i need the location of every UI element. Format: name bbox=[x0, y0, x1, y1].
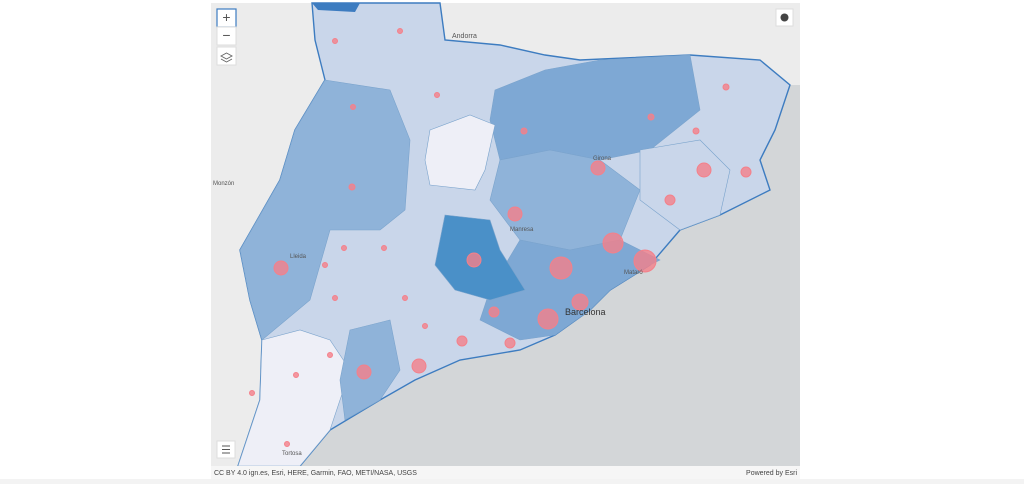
zoom-controls: + − bbox=[216, 8, 237, 66]
border-top bbox=[312, 3, 360, 12]
legend-icon bbox=[222, 445, 230, 454]
marker bbox=[520, 127, 528, 135]
place-label: Girona bbox=[593, 156, 612, 162]
place-label: Lleida bbox=[290, 254, 307, 260]
zoom-out-button[interactable] bbox=[216, 26, 237, 46]
marker bbox=[692, 127, 700, 135]
marker bbox=[273, 260, 289, 276]
attribution-bar bbox=[211, 466, 800, 479]
marker bbox=[590, 160, 606, 176]
attribution: CC BY 4.0 ign.es, Esri, HERE, Garmin, FA… bbox=[214, 470, 417, 477]
marker bbox=[537, 308, 559, 330]
marker bbox=[740, 166, 752, 178]
marker bbox=[488, 306, 500, 318]
marker bbox=[434, 92, 440, 98]
marker bbox=[332, 295, 338, 301]
marker bbox=[332, 38, 338, 44]
layers-icon bbox=[220, 52, 233, 63]
marker bbox=[284, 441, 290, 447]
marker bbox=[356, 364, 372, 380]
region-light bbox=[424, 114, 496, 191]
place-label: Andorra bbox=[452, 33, 477, 40]
layers-button[interactable] bbox=[216, 46, 237, 66]
marker bbox=[411, 358, 427, 374]
marker bbox=[397, 28, 403, 34]
place-label: Barcelona bbox=[565, 307, 606, 317]
marker bbox=[696, 162, 712, 178]
zoom-out-icon[interactable]: − bbox=[222, 27, 230, 43]
marker bbox=[341, 245, 347, 251]
marker bbox=[504, 337, 516, 349]
markers bbox=[249, 28, 752, 447]
marker bbox=[722, 83, 730, 91]
marker bbox=[293, 372, 299, 378]
marker bbox=[647, 113, 655, 121]
powered-by[interactable]: Powered by Esri bbox=[746, 470, 797, 477]
marker bbox=[350, 104, 356, 110]
marker bbox=[549, 256, 573, 280]
region-light bbox=[237, 329, 351, 467]
marker bbox=[571, 293, 589, 311]
region bbox=[639, 139, 731, 231]
marker bbox=[249, 390, 255, 396]
marker bbox=[466, 252, 482, 268]
marker bbox=[322, 262, 328, 268]
marker bbox=[633, 249, 657, 273]
marker bbox=[402, 295, 408, 301]
marker bbox=[381, 245, 387, 251]
marker bbox=[456, 335, 468, 347]
marker bbox=[664, 194, 676, 206]
marker bbox=[602, 232, 624, 254]
marker bbox=[348, 183, 356, 191]
info-icon bbox=[780, 13, 789, 22]
place-label: Manresa bbox=[510, 227, 534, 233]
zoom-in-icon[interactable]: + bbox=[222, 9, 230, 25]
place-label: Mataró bbox=[624, 270, 643, 276]
marker bbox=[327, 352, 333, 358]
sea bbox=[300, 85, 800, 466]
marker bbox=[507, 206, 523, 222]
place-label: Monzón bbox=[213, 181, 234, 187]
marker bbox=[422, 323, 428, 329]
place-label: Tortosa bbox=[282, 451, 302, 457]
